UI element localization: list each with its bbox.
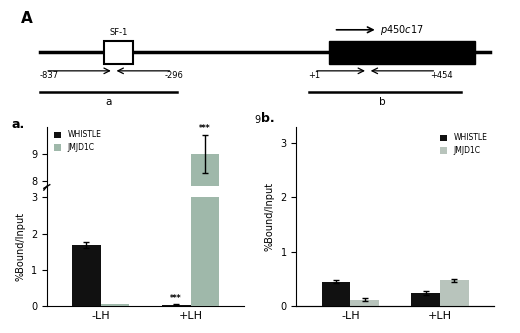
Text: b.: b. bbox=[261, 112, 275, 125]
Legend: WHISTLE, JMJD1C: WHISTLE, JMJD1C bbox=[436, 130, 490, 158]
Y-axis label: %Bound/Input: %Bound/Input bbox=[265, 182, 275, 251]
Text: A: A bbox=[21, 11, 33, 26]
Text: 9: 9 bbox=[255, 115, 261, 125]
Text: -837: -837 bbox=[40, 71, 58, 80]
Bar bbox=[190, 154, 219, 333]
Text: $\it{p450c17}$: $\it{p450c17}$ bbox=[380, 23, 424, 37]
Bar bbox=[321, 282, 350, 306]
Bar bbox=[101, 304, 129, 306]
Text: ***: *** bbox=[171, 294, 182, 303]
Text: +454: +454 bbox=[431, 71, 453, 80]
Text: -296: -296 bbox=[165, 71, 184, 80]
Text: SF-1: SF-1 bbox=[109, 28, 128, 37]
Text: a.: a. bbox=[11, 118, 24, 131]
Bar bbox=[190, 197, 219, 306]
Text: b: b bbox=[379, 97, 386, 107]
Text: ***: *** bbox=[199, 124, 211, 133]
Y-axis label: %Bound/Input: %Bound/Input bbox=[15, 212, 25, 281]
Bar bbox=[440, 280, 469, 306]
Bar bbox=[350, 300, 379, 306]
Text: a: a bbox=[106, 97, 112, 107]
Text: +1: +1 bbox=[308, 71, 320, 80]
Bar bbox=[72, 245, 101, 306]
Bar bbox=[411, 293, 440, 306]
Legend: WHISTLE, JMJD1C: WHISTLE, JMJD1C bbox=[50, 127, 105, 155]
FancyBboxPatch shape bbox=[104, 41, 133, 64]
FancyBboxPatch shape bbox=[329, 41, 475, 64]
Bar bbox=[162, 305, 190, 306]
